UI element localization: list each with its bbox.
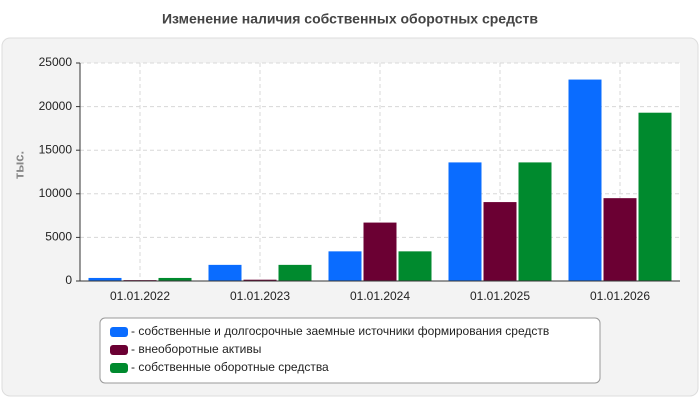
- bar: [208, 264, 242, 281]
- bar: [328, 251, 362, 281]
- y-tick-label: 10000: [39, 186, 73, 200]
- x-tick-label: 01.01.2022: [110, 289, 170, 303]
- bar: [568, 79, 602, 282]
- y-tick-label: 20000: [39, 99, 73, 113]
- legend: [99, 317, 601, 384]
- bar: [448, 162, 482, 281]
- y-tick-label: 5000: [45, 230, 72, 244]
- bar: [363, 222, 397, 281]
- legend-swatch: [110, 363, 128, 373]
- legend-swatch: [110, 327, 128, 337]
- y-axis-label: тыс.: [11, 151, 26, 179]
- legend-label: - собственные оборотные средства: [131, 360, 329, 374]
- x-tick-label: 01.01.2024: [350, 289, 410, 303]
- bar: [158, 277, 192, 281]
- bar: [638, 112, 672, 281]
- legend-swatch: [110, 345, 128, 355]
- y-tick-label: 15000: [39, 142, 73, 156]
- bar: [278, 264, 312, 281]
- bar: [243, 279, 277, 281]
- bar: [483, 202, 517, 281]
- bar: [398, 251, 432, 281]
- bar: [518, 162, 552, 281]
- y-tick-label: 25000: [39, 55, 73, 69]
- chart-title: Изменение наличия собственных оборотных …: [162, 11, 538, 27]
- legend-label: - собственные и долгосрочные заемные ист…: [131, 324, 549, 338]
- x-tick-label: 01.01.2025: [470, 289, 530, 303]
- x-tick-label: 01.01.2023: [230, 289, 290, 303]
- bar: [603, 198, 637, 281]
- bar: [88, 277, 122, 281]
- x-tick-label: 01.01.2026: [590, 289, 650, 303]
- y-tick-label: 0: [65, 273, 72, 287]
- legend-label: - внеоборотные активы: [131, 342, 261, 356]
